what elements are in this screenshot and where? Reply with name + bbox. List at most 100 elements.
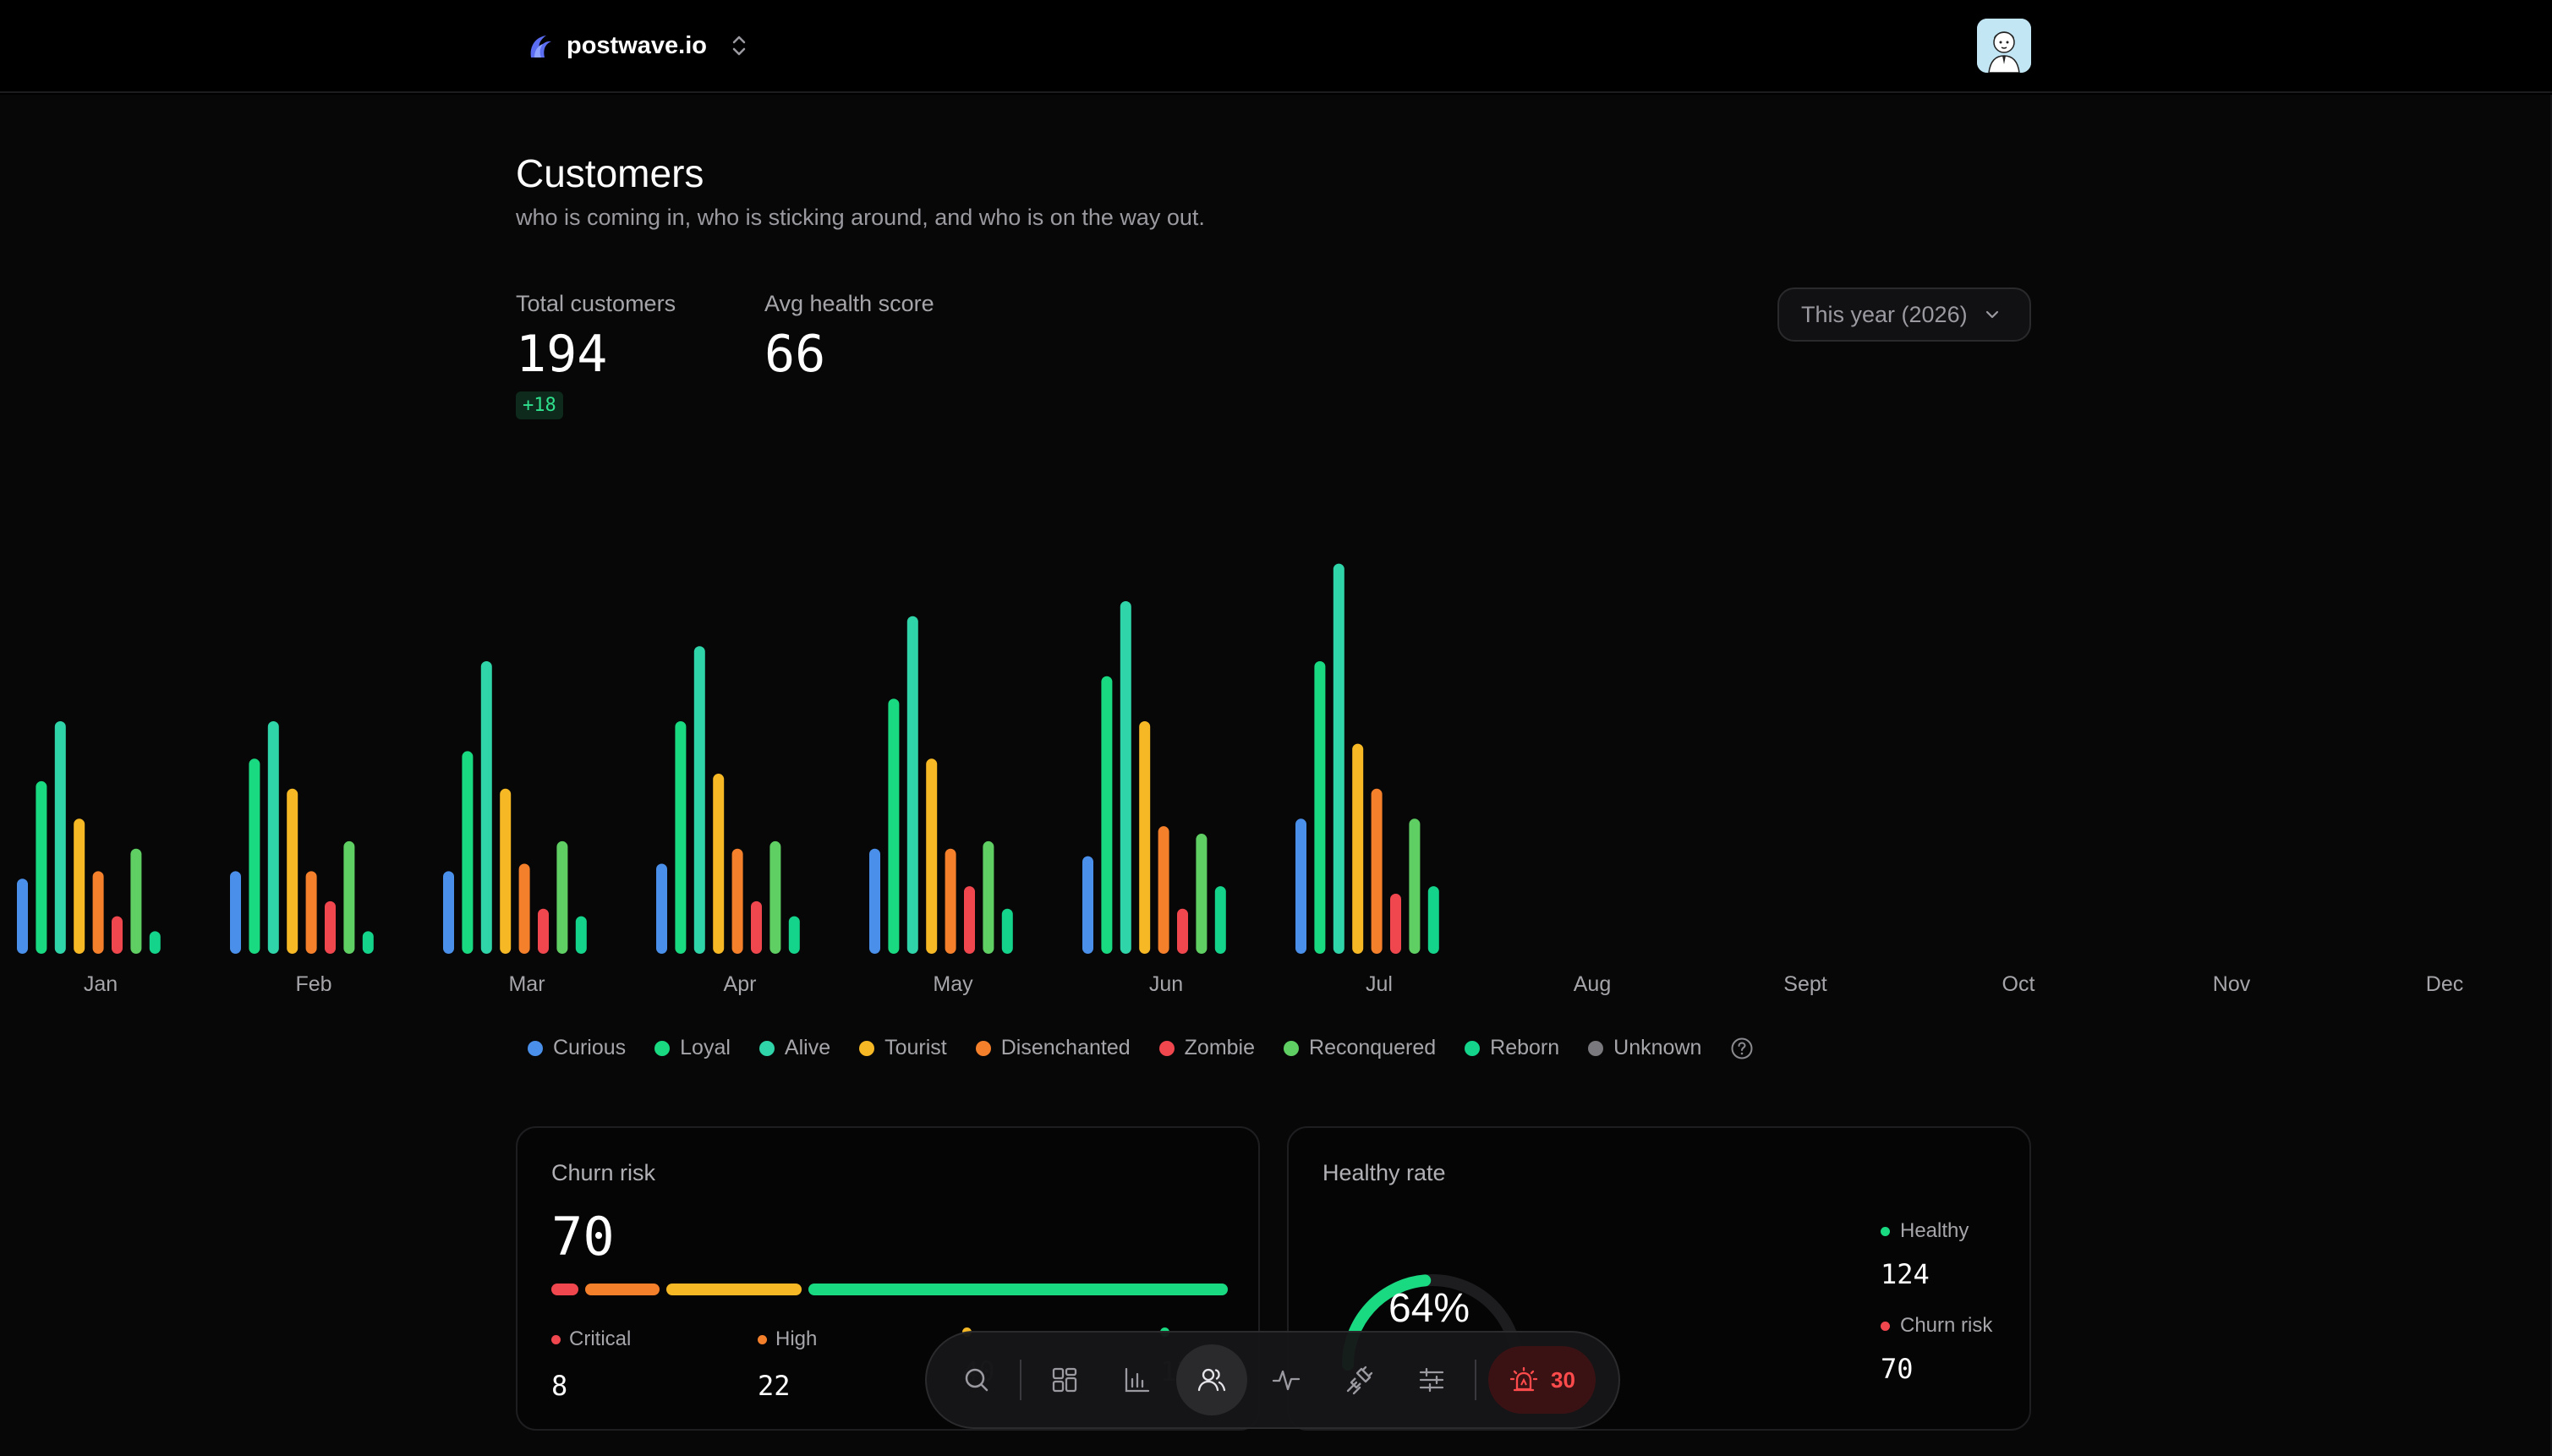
workspace-switcher[interactable]: postwave.io — [524, 30, 749, 61]
bar-apr-loyal[interactable] — [675, 720, 687, 954]
chevron-up-down-icon[interactable] — [729, 32, 749, 59]
x-tick-label: May — [933, 972, 973, 996]
bar-feb-reborn[interactable] — [362, 931, 374, 954]
bar-jan-disenchanted[interactable] — [92, 871, 104, 954]
legend-label: Unknown — [1613, 1036, 1702, 1059]
bar-apr-tourist[interactable] — [713, 774, 725, 954]
question-circle-icon[interactable] — [1730, 1037, 1754, 1060]
bar-jun-zombie[interactable] — [1177, 908, 1188, 954]
bar-mar-disenchanted[interactable] — [518, 863, 530, 954]
dock-alerts-button[interactable]: 30 — [1488, 1346, 1596, 1414]
bar-apr-curious[interactable] — [656, 863, 667, 954]
bar-jul-alive[interactable] — [1333, 563, 1344, 954]
page-subtitle: who is coming in, who is sticking around… — [516, 205, 1205, 230]
dashboard-grid-icon — [1052, 1367, 1077, 1393]
dock-activity-button[interactable] — [1252, 1346, 1320, 1414]
bar-jun-tourist[interactable] — [1139, 720, 1151, 954]
bar-may-reconquered[interactable] — [983, 840, 994, 954]
legend-item-reconquered[interactable]: Reconquered — [1284, 1036, 1436, 1060]
healthy-value: 124 — [1881, 1258, 1930, 1290]
bar-jul-tourist[interactable] — [1352, 743, 1364, 954]
bar-mar-reborn[interactable] — [575, 916, 587, 954]
bar-apr-disenchanted[interactable] — [731, 848, 743, 954]
bar-jan-reborn[interactable] — [149, 931, 161, 954]
bar-may-reborn[interactable] — [1001, 908, 1013, 954]
bar-may-tourist[interactable] — [926, 758, 938, 954]
legend-dot — [1158, 1040, 1175, 1056]
bar-feb-curious[interactable] — [230, 871, 241, 954]
dock-search-button[interactable] — [943, 1346, 1010, 1414]
bar-feb-zombie[interactable] — [325, 900, 336, 954]
high-value: 22 — [758, 1370, 791, 1402]
legend-item-disenchanted[interactable]: Disenchanted — [975, 1036, 1131, 1060]
bar-jun-disenchanted[interactable] — [1158, 826, 1169, 954]
bar-may-zombie[interactable] — [964, 886, 975, 954]
total-customers-label: Total customers — [516, 291, 676, 316]
bar-jan-curious[interactable] — [17, 879, 28, 954]
bar-jan-alive[interactable] — [54, 720, 66, 954]
bar-jun-alive[interactable] — [1120, 600, 1131, 954]
bar-jan-zombie[interactable] — [112, 916, 123, 954]
dock-settings-button[interactable] — [1398, 1346, 1465, 1414]
bar-may-curious[interactable] — [869, 848, 880, 954]
dock-customers-button[interactable] — [1176, 1344, 1247, 1415]
bar-apr-zombie[interactable] — [751, 900, 762, 954]
bar-mar-tourist[interactable] — [500, 788, 512, 954]
bar-feb-reconquered[interactable] — [343, 840, 355, 954]
user-avatar-icon[interactable] — [1977, 19, 2031, 73]
bar-jan-loyal[interactable] — [36, 780, 47, 954]
bar-feb-tourist[interactable] — [287, 788, 298, 954]
bar-mar-alive[interactable] — [480, 660, 492, 954]
bar-feb-alive[interactable] — [267, 720, 279, 954]
bar-jan-reconquered[interactable] — [130, 848, 142, 954]
bar-mar-zombie[interactable] — [538, 908, 549, 954]
bar-mar-curious[interactable] — [443, 871, 454, 954]
bar-jul-disenchanted[interactable] — [1371, 788, 1383, 954]
bar-apr-alive[interactable] — [693, 646, 705, 954]
bar-apr-reconquered[interactable] — [769, 840, 781, 954]
bar-jan-tourist[interactable] — [74, 818, 85, 954]
legend-item-zombie[interactable]: Zombie — [1158, 1036, 1255, 1060]
bar-jul-reborn[interactable] — [1427, 886, 1439, 954]
bar-jul-zombie[interactable] — [1390, 894, 1401, 954]
bar-jul-curious[interactable] — [1295, 818, 1306, 954]
x-tick-label: Apr — [724, 972, 757, 996]
bar-jun-curious[interactable] — [1082, 856, 1093, 954]
period-select[interactable]: This year (2026) — [1777, 287, 2031, 342]
bar-may-disenchanted[interactable] — [945, 848, 956, 954]
bar-may-alive[interactable] — [906, 616, 918, 954]
wave-logo-icon — [530, 36, 551, 57]
legend-item-curious[interactable]: Curious — [528, 1036, 626, 1060]
bar-may-loyal[interactable] — [888, 698, 900, 954]
bar-feb-disenchanted[interactable] — [305, 871, 317, 954]
legend-item-unknown[interactable]: Unknown — [1588, 1036, 1701, 1060]
bar-jun-loyal[interactable] — [1101, 676, 1113, 954]
bar-apr-reborn[interactable] — [788, 916, 800, 954]
page-title: Customers — [516, 151, 704, 195]
dock-integrations-button[interactable] — [1325, 1346, 1393, 1414]
dock-analytics-button[interactable] — [1103, 1346, 1171, 1414]
critical-value: 8 — [551, 1370, 568, 1402]
activity-icon — [1272, 1370, 1301, 1391]
healthy-rate-title: Healthy rate — [1323, 1160, 1446, 1185]
legend-item-reborn[interactable]: Reborn — [1465, 1036, 1559, 1060]
legend-item-tourist[interactable]: Tourist — [859, 1036, 947, 1060]
high-dot — [758, 1334, 767, 1344]
bar-mar-loyal[interactable] — [462, 751, 474, 954]
legend-item-loyal[interactable]: Loyal — [654, 1036, 731, 1060]
top-bar: postwave.io — [0, 0, 2552, 93]
bar-jul-loyal[interactable] — [1314, 660, 1326, 954]
bar-feb-loyal[interactable] — [249, 758, 260, 954]
bar-jun-reconquered[interactable] — [1196, 834, 1208, 954]
bar-jun-reborn[interactable] — [1214, 886, 1226, 954]
churn-risk-title: Churn risk — [551, 1160, 656, 1185]
bar-mar-reconquered[interactable] — [556, 840, 568, 954]
period-select-value: This year (2026) — [1801, 301, 1968, 327]
healthy-rate-percent: 64% — [1388, 1286, 1470, 1331]
bottom-dock: 30 — [925, 1331, 1620, 1429]
x-tick-label: Nov — [2213, 972, 2251, 996]
legend-item-alive[interactable]: Alive — [758, 1036, 830, 1060]
critical-label: Critical — [569, 1327, 632, 1350]
bar-jul-reconquered[interactable] — [1409, 818, 1421, 954]
dock-dashboard-button[interactable] — [1031, 1346, 1098, 1414]
